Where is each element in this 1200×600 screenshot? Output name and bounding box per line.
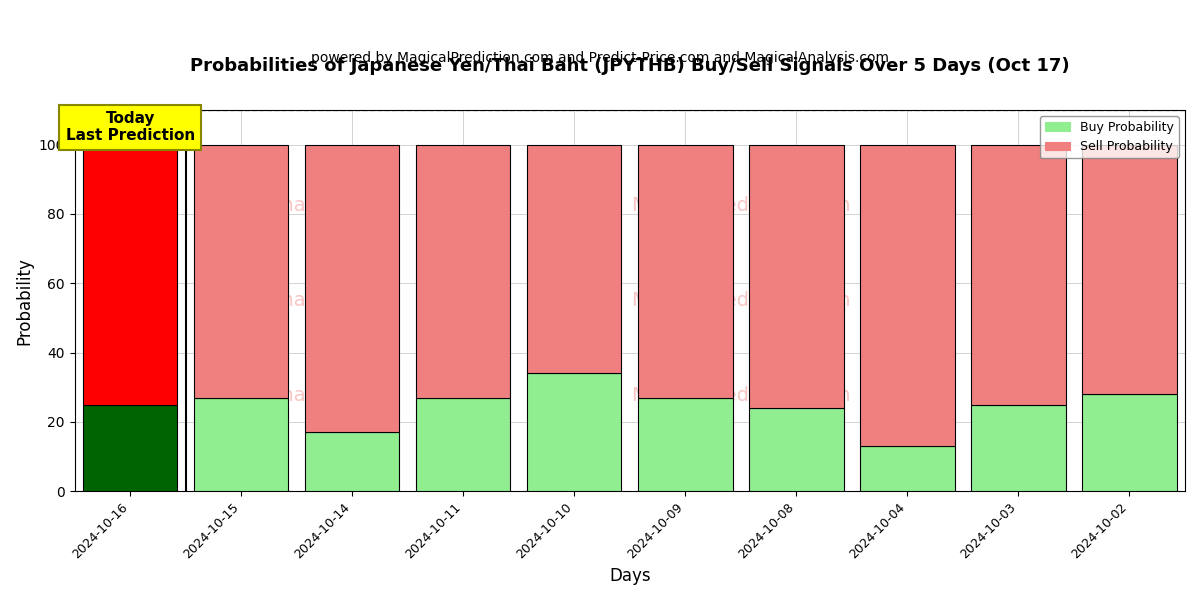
Bar <box>83 404 178 491</box>
Bar <box>1082 145 1177 394</box>
Bar <box>860 145 955 446</box>
Text: MagicalPrediction.com: MagicalPrediction.com <box>631 291 851 310</box>
Bar <box>971 145 1066 404</box>
Legend: Buy Probability, Sell Probability: Buy Probability, Sell Probability <box>1040 116 1178 158</box>
Bar <box>749 408 844 491</box>
Bar <box>83 145 178 404</box>
Title: Probabilities of Japanese Yen/Thai Baht (JPYTHB) Buy/Sell Signals Over 5 Days (O: Probabilities of Japanese Yen/Thai Baht … <box>190 57 1069 75</box>
Bar <box>194 145 288 398</box>
Text: MagicalPrediction.com: MagicalPrediction.com <box>631 386 851 406</box>
Text: MagicalPrediction.com: MagicalPrediction.com <box>631 196 851 215</box>
Bar <box>638 398 732 491</box>
Bar <box>860 446 955 491</box>
Y-axis label: Probability: Probability <box>16 257 34 344</box>
Bar <box>527 373 622 491</box>
Bar <box>638 145 732 398</box>
Bar <box>749 145 844 408</box>
Bar <box>971 404 1066 491</box>
Bar <box>305 145 400 433</box>
Bar <box>305 433 400 491</box>
Bar <box>194 398 288 491</box>
Bar <box>416 398 510 491</box>
Text: powered by MagicalPrediction.com and Predict-Price.com and MagicalAnalysis.com: powered by MagicalPrediction.com and Pre… <box>311 51 889 65</box>
Text: Today
Last Prediction: Today Last Prediction <box>66 111 194 143</box>
Text: calAnalysis.com: calAnalysis.com <box>241 196 397 215</box>
Bar <box>527 145 622 373</box>
X-axis label: Days: Days <box>610 567 650 585</box>
Text: calAnalysis.com: calAnalysis.com <box>241 386 397 406</box>
Text: calAnalysis.com: calAnalysis.com <box>241 291 397 310</box>
Bar <box>416 145 510 398</box>
Bar <box>1082 394 1177 491</box>
